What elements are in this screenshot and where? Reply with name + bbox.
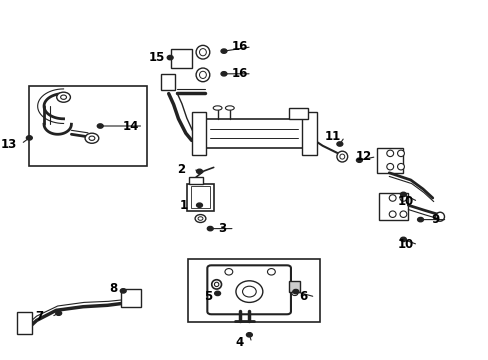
Text: 4: 4 [235, 336, 243, 349]
Ellipse shape [196, 45, 209, 59]
Bar [376, 148, 403, 173]
Ellipse shape [291, 291, 297, 296]
Bar [189, 177, 203, 184]
Text: 6: 6 [299, 291, 306, 303]
Ellipse shape [267, 269, 275, 275]
Ellipse shape [236, 281, 263, 302]
Ellipse shape [339, 154, 344, 159]
Ellipse shape [198, 217, 203, 220]
Ellipse shape [183, 50, 189, 55]
Circle shape [336, 142, 342, 146]
Ellipse shape [397, 163, 404, 170]
Circle shape [221, 72, 226, 76]
Circle shape [214, 291, 220, 296]
Ellipse shape [173, 62, 179, 67]
Bar [17, 312, 32, 334]
Ellipse shape [133, 300, 139, 305]
Ellipse shape [388, 211, 395, 217]
Text: 2: 2 [177, 163, 184, 176]
Ellipse shape [196, 68, 209, 82]
Text: 5: 5 [203, 291, 211, 303]
Bar [288, 108, 307, 119]
Text: 15: 15 [148, 51, 164, 64]
Text: 8: 8 [109, 282, 117, 294]
Circle shape [417, 217, 423, 222]
Ellipse shape [388, 195, 395, 201]
Ellipse shape [124, 292, 130, 297]
Ellipse shape [196, 142, 201, 146]
Bar [289, 281, 300, 292]
Ellipse shape [124, 300, 130, 305]
Ellipse shape [165, 83, 171, 88]
Circle shape [221, 49, 226, 53]
Ellipse shape [306, 142, 311, 146]
Ellipse shape [211, 280, 221, 289]
Text: 13: 13 [0, 138, 17, 150]
Text: 12: 12 [355, 150, 372, 163]
Bar [205, 119, 303, 148]
Ellipse shape [61, 95, 66, 99]
Ellipse shape [165, 75, 171, 80]
Bar [190, 186, 209, 208]
Ellipse shape [306, 120, 311, 125]
Circle shape [196, 203, 202, 207]
Ellipse shape [386, 163, 393, 170]
Bar [378, 193, 407, 220]
Ellipse shape [399, 211, 406, 217]
Circle shape [246, 333, 252, 337]
Circle shape [167, 55, 173, 60]
Text: 9: 9 [430, 213, 438, 226]
Bar [171, 49, 191, 68]
Circle shape [26, 136, 32, 140]
Bar [161, 74, 175, 90]
Ellipse shape [57, 92, 70, 102]
Circle shape [120, 289, 126, 293]
Ellipse shape [386, 150, 393, 157]
Circle shape [196, 169, 202, 174]
Ellipse shape [133, 292, 139, 297]
Ellipse shape [196, 120, 201, 125]
Ellipse shape [336, 151, 347, 162]
Circle shape [56, 311, 61, 315]
Text: 14: 14 [122, 120, 139, 132]
Ellipse shape [85, 133, 99, 143]
Ellipse shape [183, 62, 189, 67]
Bar [29, 86, 146, 166]
Bar [121, 289, 141, 307]
Text: 10: 10 [397, 195, 413, 208]
Ellipse shape [195, 215, 205, 222]
Bar [186, 184, 213, 211]
Bar [302, 112, 316, 155]
Ellipse shape [242, 286, 256, 297]
Ellipse shape [224, 269, 232, 275]
Circle shape [292, 289, 298, 294]
Circle shape [356, 158, 362, 162]
Ellipse shape [199, 71, 206, 78]
Text: 11: 11 [324, 130, 340, 143]
Text: 16: 16 [231, 67, 247, 80]
Ellipse shape [199, 49, 206, 56]
Text: 16: 16 [231, 40, 247, 53]
Ellipse shape [214, 282, 219, 287]
Bar [188, 259, 320, 322]
Ellipse shape [225, 106, 234, 110]
Bar [191, 112, 206, 155]
Text: 10: 10 [397, 238, 413, 251]
Ellipse shape [21, 315, 27, 320]
Circle shape [97, 124, 103, 128]
Text: 1: 1 [179, 199, 187, 212]
FancyBboxPatch shape [207, 265, 290, 314]
Text: 3: 3 [218, 222, 226, 235]
Ellipse shape [397, 150, 404, 157]
Ellipse shape [213, 106, 222, 110]
Ellipse shape [435, 212, 444, 221]
Circle shape [207, 226, 213, 231]
Ellipse shape [89, 136, 95, 140]
Circle shape [400, 237, 406, 242]
Text: 7: 7 [35, 310, 43, 323]
Ellipse shape [21, 327, 27, 332]
Ellipse shape [173, 50, 179, 55]
Ellipse shape [399, 195, 406, 201]
Circle shape [400, 192, 406, 197]
